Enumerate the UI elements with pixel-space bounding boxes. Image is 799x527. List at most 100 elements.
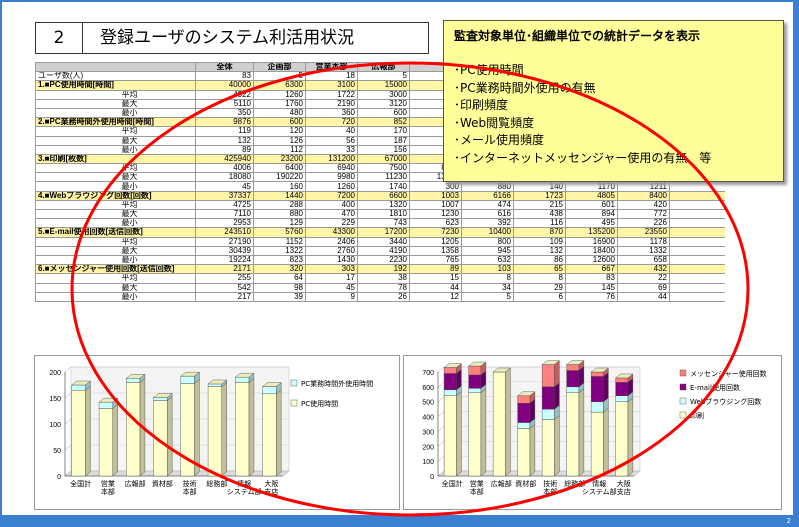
table-cell: 6 [513,291,566,302]
table-cell: 2230 [357,254,410,266]
bar [126,378,141,383]
x-tick-label: 本部 [543,487,557,496]
table-cell: 1810 [357,208,410,220]
table-cell: 600 [357,107,410,119]
table-cell: 160 [253,181,306,192]
bar [71,384,86,391]
callout-bullet-list: ･PC使用時間 ･PC業務時間外使用の有無 ･印刷頻度 ･Web閲覧頻度 ･メール使用頻… [454,62,773,167]
bar [615,382,629,396]
x-tick-label: 本部 [183,487,197,496]
table-cell [669,208,725,220]
table-cell: 190220 [253,172,306,183]
bar [468,388,482,394]
table-cell: 7500 [357,163,410,174]
bar-side [275,389,282,477]
page-number: 2 [786,517,791,525]
row-label: 平均 [35,273,196,284]
row-label: 最大 [35,245,196,256]
table-cell: 350 [195,107,254,119]
bar-side [112,403,118,477]
table-cell: 11230 [357,172,410,183]
table-cell: 226 [617,218,670,229]
bar [443,367,457,374]
table-cell: 103 [461,264,514,275]
table-cell: 2406 [305,236,358,247]
bar [541,386,555,410]
callout-bullet: ･Web閲覧頻度 [454,115,535,130]
table-cell: 1211 [617,181,670,192]
table-cell: 542 [195,282,254,293]
table-cell: 8 [513,273,566,284]
bar [566,392,580,477]
table-cell: 170 [357,126,410,137]
row-label: 4.■Webブラウジング回数[回数] [35,190,196,201]
row-label: 最大 [35,172,196,183]
table-cell: 6600 [357,190,410,201]
table-cell: 4805 [565,190,618,201]
table-cell: 8 [461,273,514,284]
table-cell: 89 [409,264,462,275]
table-cell [669,236,725,247]
table-cell: 823 [253,254,306,266]
table-cell: 8400 [617,190,670,201]
bar-side [480,388,487,477]
table-cell: 27190 [195,236,254,247]
bar-side [248,377,255,477]
row-label: 最小 [35,144,196,155]
table-row: 平均 255 64 17 38 15 8 8 83 22 [35,273,725,284]
column-header: 広報部 [357,62,410,73]
bar-side [554,360,560,388]
table-cell: 131200 [305,153,358,165]
table-row: 最大 542 98 45 78 44 34 29 145 69 [35,282,725,293]
table-cell: 7110 [195,208,254,220]
legend-swatch [290,379,298,387]
bar [566,386,580,394]
table-cell: 1152 [253,236,306,247]
table-cell: 765 [409,254,462,266]
table-cell: 7200 [305,190,358,201]
gridline-diag [437,366,445,373]
table-cell [669,245,725,256]
x-tick-label: 本部 [101,487,115,496]
table-row: 最大 7110 880 470 1810 1230 616 438 894 772 [35,208,725,220]
table-cell: 12 [409,291,462,302]
bar [98,408,113,477]
table-cell: 601 [565,199,618,211]
table-cell: 38 [357,273,410,284]
table-cell [669,291,725,302]
table-cell: 17 [305,273,358,284]
table-cell: 67000 [357,153,410,165]
table-cell: 132 [513,245,566,256]
table-cell: 852 [357,117,410,128]
table-cell: 65 [513,264,566,275]
gridline-diag [437,396,445,402]
y-tick-label: 500 [422,400,434,407]
slide-frame-right [793,2,797,525]
gridline-diag [64,418,72,425]
table-cell: 23200 [253,153,306,165]
x-tick-label: 大阪 [617,479,631,488]
y-tick-label: 400 [422,415,434,422]
row-label: 最小 [35,107,196,119]
table-cell: 129 [253,218,306,229]
table-cell: 1260 [253,89,306,100]
gridline-diag [437,381,445,388]
table-cell: 44 [617,291,670,302]
table-cell: 16900 [565,236,618,247]
table-cell: 34 [461,282,514,293]
table-cell: 1723 [513,190,566,201]
bar [566,364,580,371]
y-tick-label: 0 [430,474,434,481]
table-cell: 667 [565,264,618,275]
table-cell: 9 [305,291,358,302]
legend-label: 印刷 [690,412,704,420]
y-tick-label: 600 [422,385,434,392]
table-cell: 5760 [253,227,306,238]
table-cell [669,273,725,284]
bar [126,382,141,477]
column-header: 営業本部 [305,62,358,73]
gridline-diag [64,392,72,399]
row-label: 最小 [35,291,196,302]
table-cell: 120 [253,126,306,137]
table-cell: 132 [195,135,254,146]
